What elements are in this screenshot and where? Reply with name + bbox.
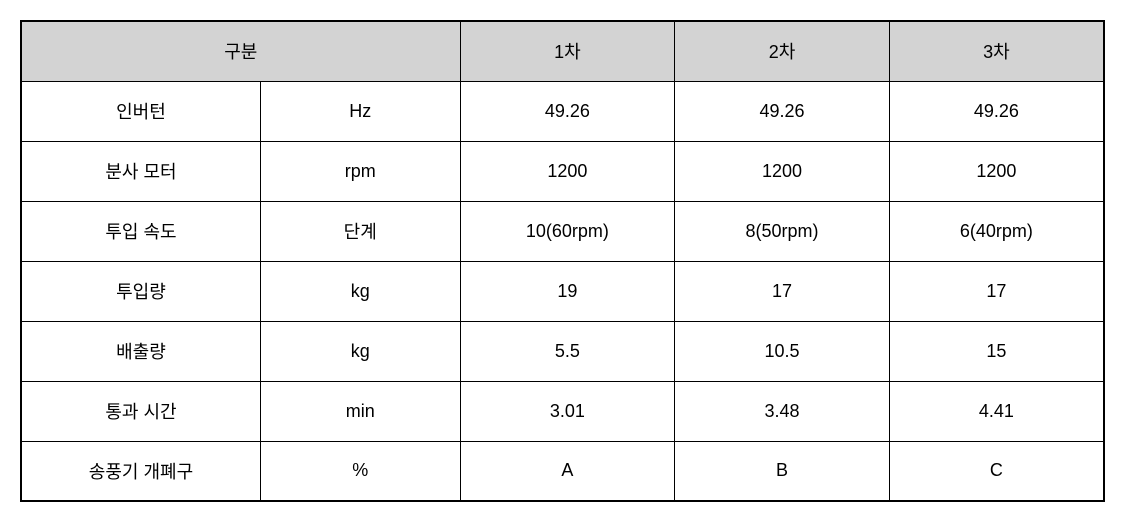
row-unit: Hz [260,81,460,141]
row-label: 투입 속도 [21,201,260,261]
row-label: 인버턴 [21,81,260,141]
row-label: 배출량 [21,321,260,381]
row-label: 송풍기 개폐구 [21,441,260,501]
row-c1: 1200 [460,141,675,201]
table-row: 투입량kg191717 [21,261,1104,321]
row-c1: A [460,441,675,501]
row-c3: 1200 [889,141,1104,201]
header-category: 구분 [21,21,460,81]
row-unit: rpm [260,141,460,201]
row-c2: 3.48 [675,381,890,441]
row-c1: 49.26 [460,81,675,141]
header-col2: 2차 [675,21,890,81]
table-row: 배출량kg5.510.515 [21,321,1104,381]
row-c3: 17 [889,261,1104,321]
row-unit: 단계 [260,201,460,261]
row-c1: 5.5 [460,321,675,381]
table-row: 송풍기 개폐구%ABC [21,441,1104,501]
table-body: 인버턴Hz49.2649.2649.26분사 모터rpm120012001200… [21,81,1104,501]
header-row: 구분 1차 2차 3차 [21,21,1104,81]
row-unit: kg [260,321,460,381]
row-unit: % [260,441,460,501]
row-c2: 17 [675,261,890,321]
table-row: 분사 모터rpm120012001200 [21,141,1104,201]
row-c2: B [675,441,890,501]
row-c1: 3.01 [460,381,675,441]
row-c1: 19 [460,261,675,321]
row-c3: 4.41 [889,381,1104,441]
row-unit: min [260,381,460,441]
table-row: 통과 시간min3.013.484.41 [21,381,1104,441]
row-c1: 10(60rpm) [460,201,675,261]
row-unit: kg [260,261,460,321]
data-table: 구분 1차 2차 3차 인버턴Hz49.2649.2649.26분사 모터rpm… [20,20,1105,502]
row-label: 통과 시간 [21,381,260,441]
row-c3: C [889,441,1104,501]
row-label: 분사 모터 [21,141,260,201]
row-c3: 6(40rpm) [889,201,1104,261]
row-c2: 8(50rpm) [675,201,890,261]
row-c3: 49.26 [889,81,1104,141]
header-col1: 1차 [460,21,675,81]
table-row: 투입 속도단계10(60rpm)8(50rpm)6(40rpm) [21,201,1104,261]
row-label: 투입량 [21,261,260,321]
row-c3: 15 [889,321,1104,381]
row-c2: 49.26 [675,81,890,141]
row-c2: 10.5 [675,321,890,381]
table-row: 인버턴Hz49.2649.2649.26 [21,81,1104,141]
header-col3: 3차 [889,21,1104,81]
row-c2: 1200 [675,141,890,201]
